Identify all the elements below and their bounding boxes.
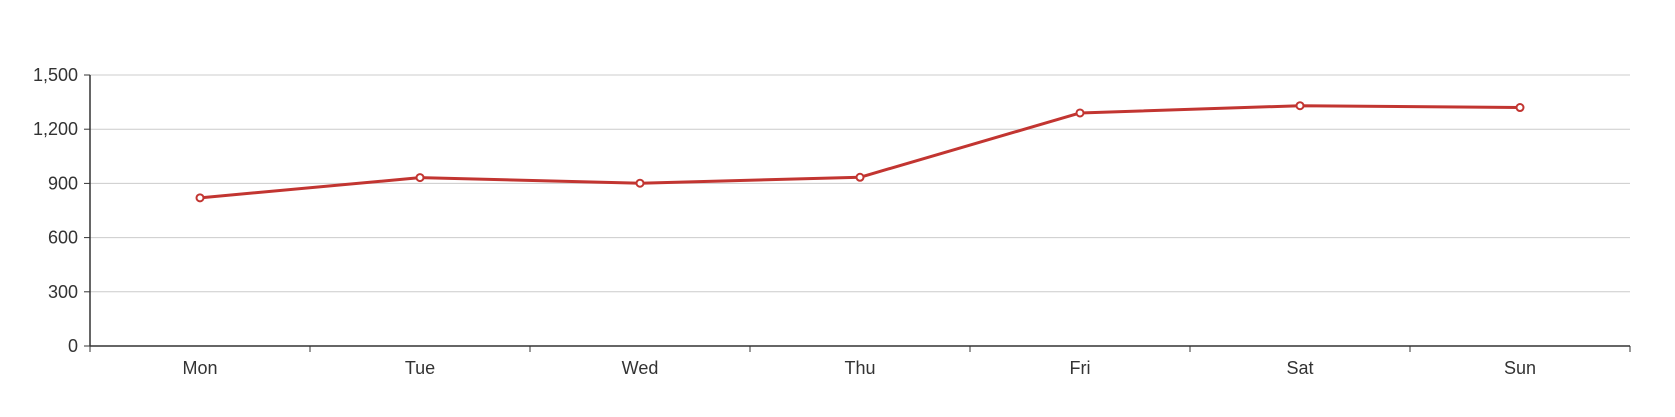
- x-tick-label-sun: Sun: [1504, 358, 1536, 378]
- y-tick-label: 1,500: [33, 65, 78, 85]
- series-layer: [195, 101, 1525, 203]
- axes: [84, 74, 1631, 352]
- tick-labels: 0 300 600 900 1,200 1,500 Mon Tue Wed Thu Fri Sat Su…: [33, 65, 1536, 378]
- y-tick-label: 900: [48, 173, 78, 193]
- data-point-sat[interactable]: [1295, 101, 1305, 111]
- data-point-fri[interactable]: [1075, 108, 1085, 118]
- x-tick-label-tue: Tue: [405, 358, 435, 378]
- x-tick-label-fri: Fri: [1070, 358, 1091, 378]
- y-tick-label: 1,200: [33, 119, 78, 139]
- data-point-tue[interactable]: [415, 173, 425, 183]
- data-point-mon[interactable]: [195, 193, 205, 203]
- y-tick-label: 300: [48, 282, 78, 302]
- y-tick-label: 0: [68, 336, 78, 356]
- data-point-thu[interactable]: [855, 172, 865, 182]
- x-tick-label-wed: Wed: [622, 358, 659, 378]
- series-line-0: [198, 104, 1522, 200]
- y-tick-label: 600: [48, 228, 78, 248]
- data-point-sun[interactable]: [1515, 103, 1525, 113]
- data-point-wed[interactable]: [635, 178, 645, 188]
- x-tick-label-mon: Mon: [182, 358, 217, 378]
- x-tick-label-sat: Sat: [1286, 358, 1313, 378]
- x-tick-label-thu: Thu: [844, 358, 875, 378]
